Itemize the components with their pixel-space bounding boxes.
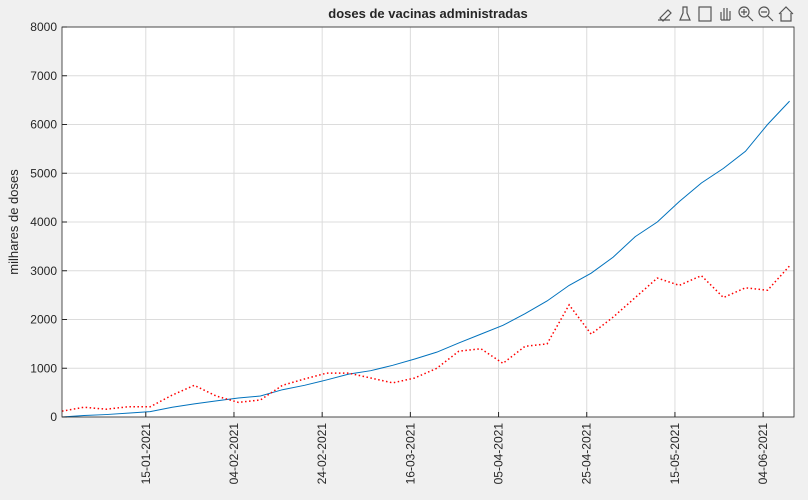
toolbar[interactable] <box>658 6 794 22</box>
x-tick-label: 16-03-2021 <box>403 423 417 485</box>
y-tick-label: 1000 <box>30 361 57 375</box>
x-tick-label: 15-05-2021 <box>668 423 682 485</box>
x-tick-label: 25-04-2021 <box>580 423 594 485</box>
tool-pan[interactable] <box>720 8 731 21</box>
zoom-out-glyph <box>761 11 774 22</box>
x-tick-label: 05-04-2021 <box>492 423 506 485</box>
y-tick-label: 6000 <box>30 118 57 132</box>
zoom-in-glyph <box>741 9 754 22</box>
y-tick-label: 7000 <box>30 69 57 83</box>
y-tick-label: 4000 <box>30 215 57 229</box>
y-tick-label: 2000 <box>30 313 57 327</box>
y-tick-label: 3000 <box>30 264 57 278</box>
tool-zoom-out[interactable] <box>758 6 770 18</box>
tool-datatip[interactable] <box>679 6 691 21</box>
y-tick-label: 5000 <box>30 166 57 180</box>
y-axis-label: milhares de doses <box>6 169 21 275</box>
tool-legend[interactable] <box>698 6 712 22</box>
series-line <box>61 100 790 418</box>
x-tick-label: 04-02-2021 <box>227 423 241 485</box>
tool-brush[interactable] <box>658 9 672 22</box>
x-tick-label: 04-06-2021 <box>756 423 770 485</box>
x-tick-label: 15-01-2021 <box>139 423 153 485</box>
chart-title: doses de vacinas administradas <box>328 6 527 21</box>
tool-home[interactable] <box>778 6 794 22</box>
y-tick-label: 8000 <box>30 20 57 34</box>
y-tick-label: 0 <box>50 410 57 424</box>
tool-zoom-in[interactable] <box>738 6 750 18</box>
x-tick-label: 24-02-2021 <box>315 423 329 485</box>
